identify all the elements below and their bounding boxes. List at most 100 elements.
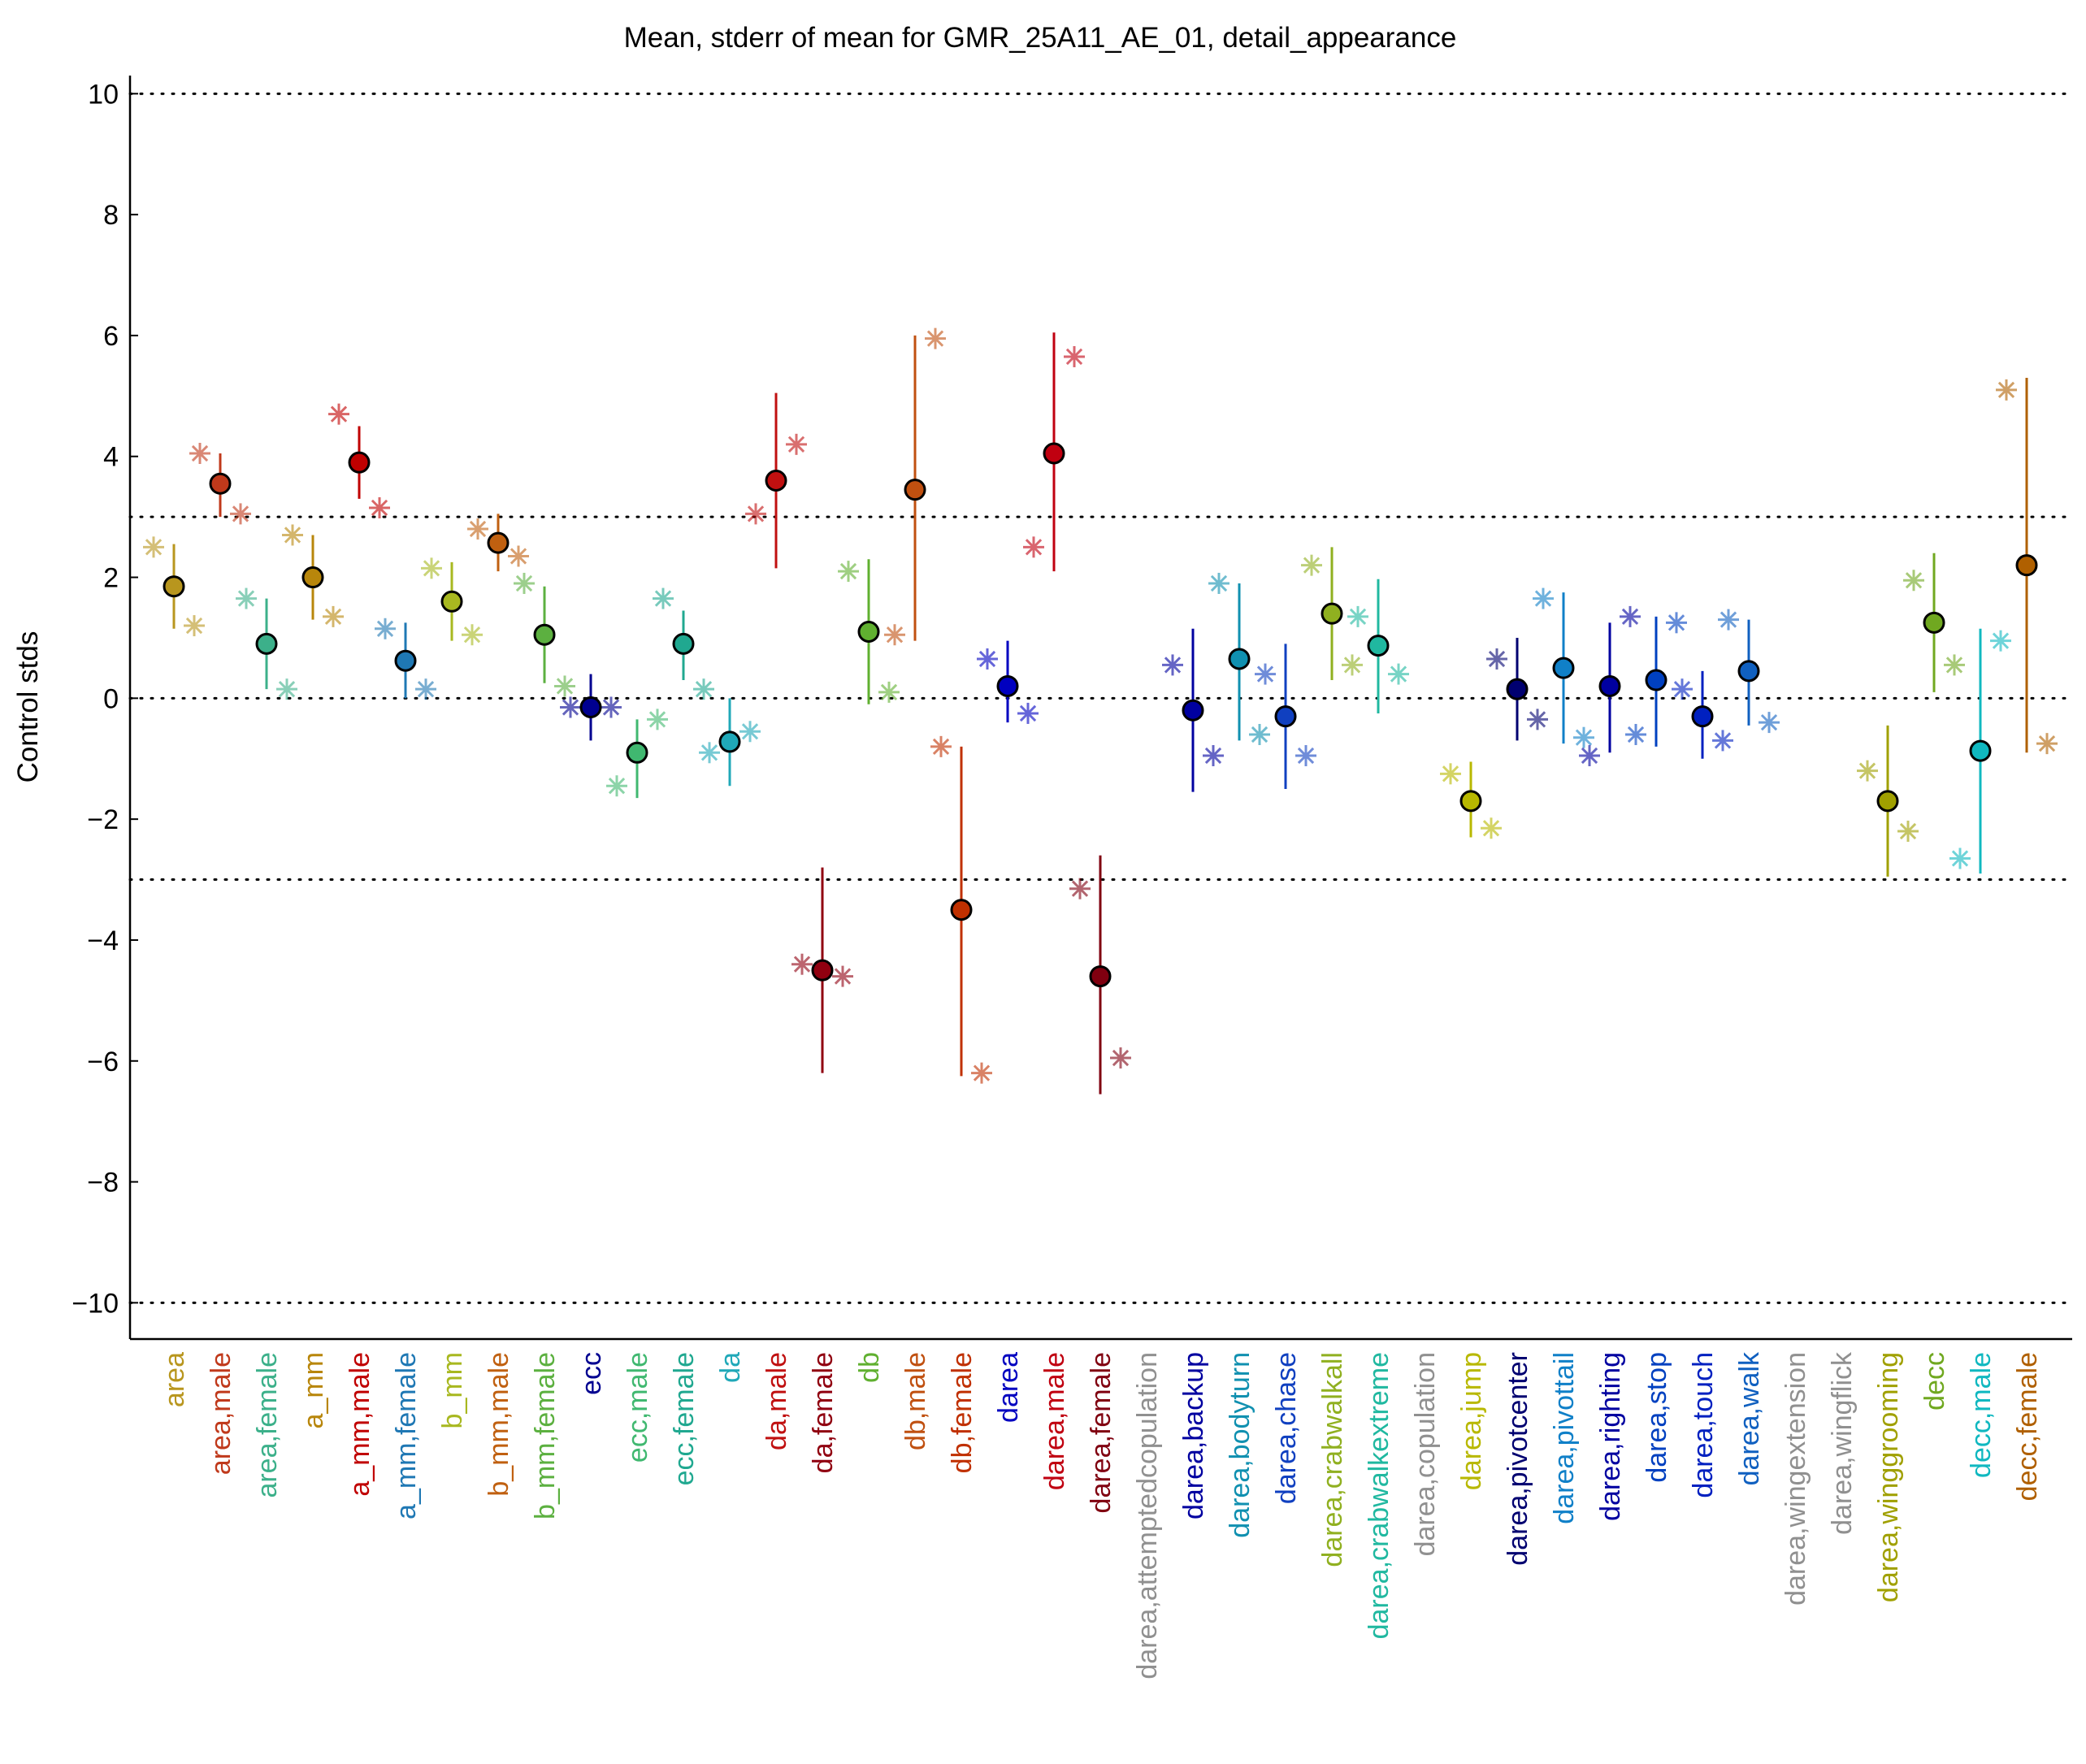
- star-stroke: [839, 562, 857, 580]
- star-stroke: [926, 330, 944, 347]
- star-stroke: [1204, 747, 1222, 765]
- x-tick-label: darea,pivottail: [1549, 1352, 1580, 1524]
- star-stroke: [886, 626, 904, 644]
- star-stroke: [1442, 765, 1459, 782]
- star-stroke: [1482, 820, 1500, 837]
- star-stroke: [695, 681, 713, 698]
- x-tick-label: db,female: [947, 1352, 978, 1473]
- x-tick-label: decc: [1919, 1352, 1950, 1411]
- x-tick-label: darea: [993, 1352, 1024, 1423]
- mean-marker: [626, 741, 648, 764]
- star-stroke: [1720, 611, 1737, 628]
- star-stroke: [1025, 539, 1043, 556]
- star-marker: [554, 675, 575, 697]
- x-tick-label: area,female: [252, 1352, 283, 1498]
- x-tick-label: darea,pivotcenter: [1503, 1352, 1533, 1566]
- star-stroke: [1251, 726, 1269, 743]
- y-tick-label: −2: [87, 804, 119, 835]
- star-marker: [1666, 612, 1687, 634]
- star-marker: [328, 403, 349, 425]
- star-stroke: [1905, 572, 1923, 589]
- star-marker: [1064, 345, 1085, 367]
- star-marker: [647, 709, 668, 730]
- mean-marker: [394, 649, 417, 672]
- star-stroke: [1997, 381, 2015, 399]
- y-tick-label: 8: [103, 200, 119, 231]
- star-marker: [1440, 763, 1461, 785]
- star-stroke: [1349, 608, 1367, 626]
- star-marker: [1295, 745, 1316, 767]
- star-marker: [323, 605, 344, 627]
- star-stroke: [556, 678, 574, 695]
- mean-marker: [950, 899, 973, 921]
- star-stroke: [648, 711, 666, 728]
- star-stroke: [1529, 711, 1546, 728]
- star-marker: [693, 678, 714, 700]
- y-tick-label: −6: [87, 1047, 119, 1077]
- star-stroke: [191, 444, 209, 462]
- star-stroke: [237, 590, 255, 607]
- mean-marker: [1969, 739, 1992, 762]
- star-stroke: [1951, 850, 1969, 867]
- star-stroke: [1112, 1049, 1130, 1067]
- mean-marker: [718, 730, 741, 753]
- mean-marker: [1182, 699, 1204, 722]
- star-stroke: [232, 505, 249, 522]
- mean-marker: [1089, 965, 1112, 988]
- star-stroke: [880, 683, 898, 701]
- x-tick-label: darea,copulation: [1410, 1352, 1441, 1556]
- mean-marker: [765, 469, 787, 492]
- star-stroke: [1581, 747, 1598, 765]
- star-marker: [230, 503, 251, 525]
- star-marker: [838, 561, 859, 583]
- x-tick-label: darea,chase: [1271, 1352, 1302, 1504]
- star-stroke: [700, 744, 718, 761]
- star-stroke: [510, 548, 527, 565]
- star-marker: [2036, 733, 2058, 755]
- star-stroke: [1534, 590, 1552, 607]
- star-marker: [1162, 654, 1183, 676]
- star-marker: [1486, 648, 1507, 670]
- star-stroke: [371, 499, 388, 517]
- mean-marker: [1691, 705, 1714, 728]
- star-stroke: [1390, 665, 1407, 683]
- star-marker: [1944, 654, 1965, 676]
- star-marker: [699, 742, 720, 764]
- star-stroke: [324, 608, 342, 626]
- star-stroke: [376, 620, 394, 637]
- star-stroke: [469, 520, 487, 538]
- star-marker: [1347, 605, 1368, 627]
- x-tick-label: darea,winggrooming: [1873, 1352, 1904, 1602]
- star-marker: [832, 965, 853, 987]
- mean-marker: [1321, 602, 1343, 625]
- x-tick-label: darea,female: [1086, 1352, 1117, 1513]
- mean-marker: [857, 620, 880, 643]
- x-tick-label: darea,walk: [1734, 1351, 1765, 1485]
- star-stroke: [1899, 822, 1917, 840]
- star-stroke: [1065, 348, 1083, 366]
- star-stroke: [423, 560, 440, 577]
- star-marker: [1301, 554, 1322, 576]
- star-stroke: [2038, 735, 2056, 752]
- star-marker: [601, 696, 622, 718]
- x-tick-label: darea,male: [1039, 1352, 1070, 1490]
- star-stroke: [978, 650, 996, 668]
- star-stroke: [1019, 704, 1037, 722]
- star-marker: [467, 518, 488, 540]
- x-tick-label: da,female: [808, 1352, 839, 1473]
- x-tick-label: db,male: [900, 1352, 931, 1450]
- star-marker: [745, 503, 766, 525]
- star-marker: [236, 587, 257, 609]
- star-marker: [514, 572, 535, 594]
- mean-marker: [440, 590, 463, 613]
- star-stroke: [1673, 681, 1691, 698]
- x-tick-label: da,male: [761, 1352, 792, 1450]
- star-stroke: [1488, 650, 1506, 668]
- star-marker: [1527, 709, 1548, 730]
- x-tick-label: decc,male: [1966, 1352, 1997, 1478]
- star-stroke: [1343, 657, 1361, 674]
- x-tick-label: darea,crabwalkextreme: [1364, 1352, 1394, 1639]
- x-tick-label: darea,wingextension: [1780, 1352, 1811, 1606]
- mean-marker: [1923, 611, 1945, 634]
